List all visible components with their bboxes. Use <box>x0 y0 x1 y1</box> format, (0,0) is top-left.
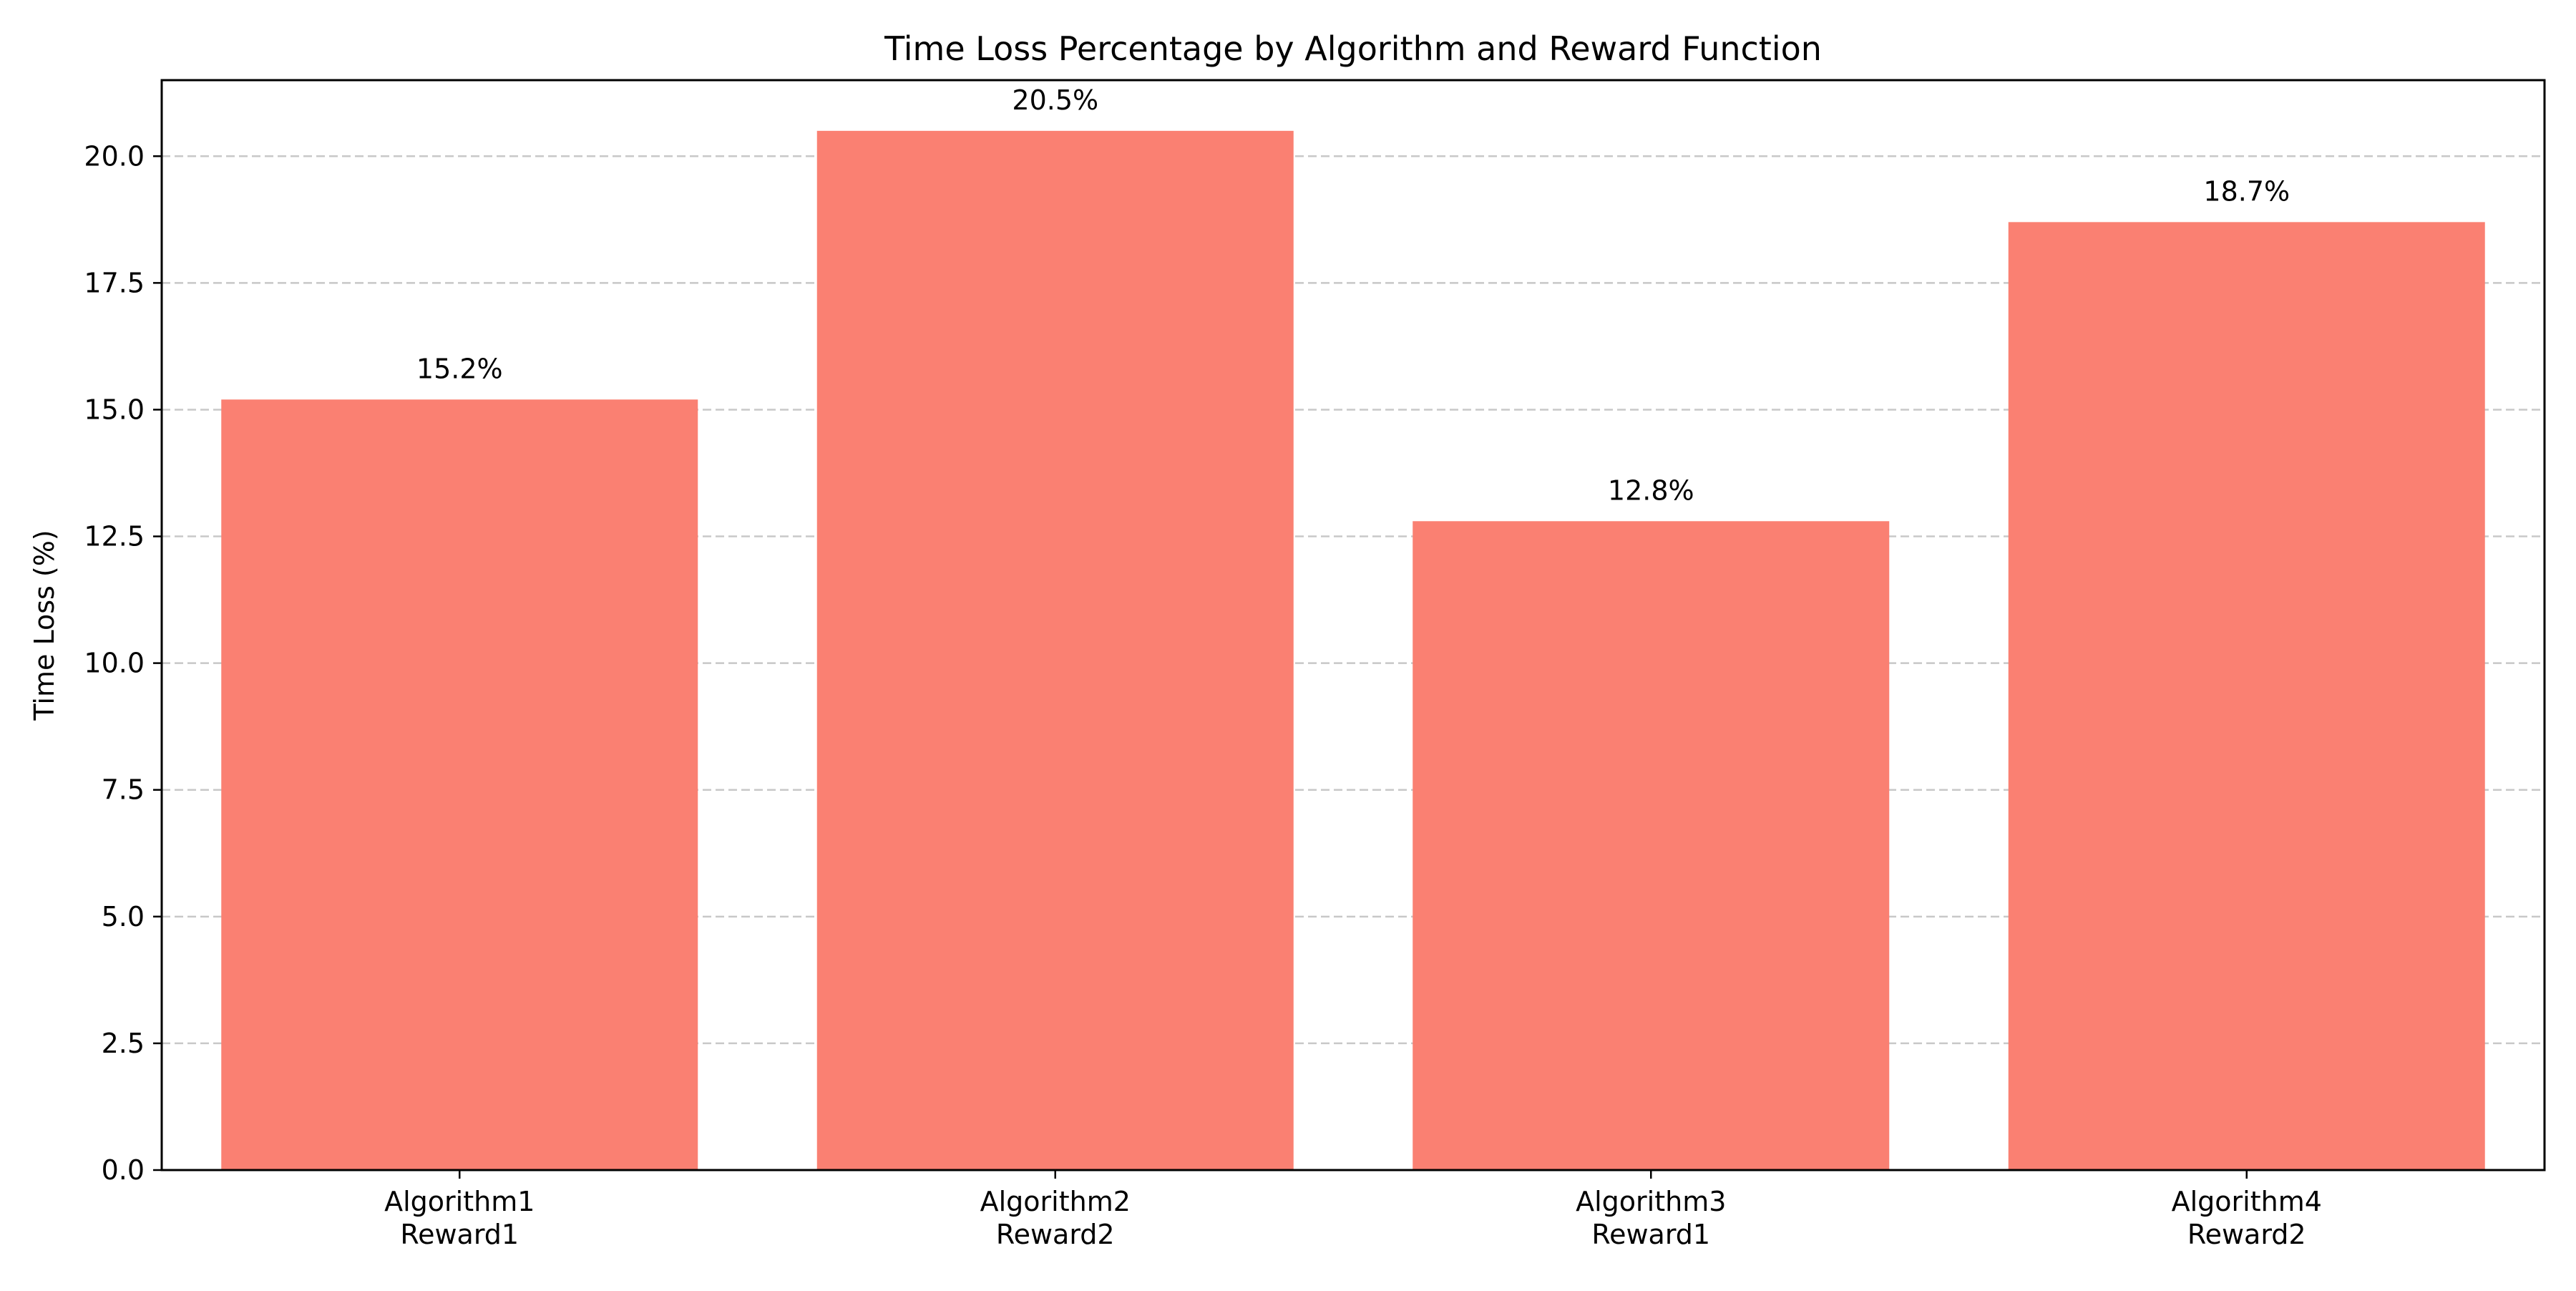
y-axis-ticks: 0.0 2.5 5.0 7.5 10.0 12.5 15.0 17.5 20.0 <box>84 140 162 1186</box>
bar-value-label: 20.5% <box>1012 84 1098 116</box>
x-axis-ticks: Algorithm1Reward1Algorithm2Reward2Algori… <box>384 1170 2322 1250</box>
y-tick-label: 10.0 <box>84 648 145 679</box>
bar <box>816 130 1294 1171</box>
y-axis-label: Time Loss (%) <box>29 530 60 721</box>
plot-frame <box>160 79 2546 1171</box>
bars <box>221 130 2485 1171</box>
bar <box>1413 521 1890 1170</box>
chart-title: Time Loss Percentage by Algorithm and Re… <box>884 29 1822 68</box>
y-tick-label: 20.0 <box>84 140 145 172</box>
y-tick-label: 7.5 <box>102 774 145 806</box>
x-tick-label: Algorithm1 <box>384 1186 535 1217</box>
x-tick-label: Reward1 <box>1591 1219 1710 1250</box>
data-labels: 15.2% 20.5% 12.8% 18.7% <box>416 84 2290 506</box>
x-tick-label: Reward1 <box>400 1219 519 1250</box>
x-tick-label: Algorithm3 <box>1576 1186 1726 1217</box>
x-tick-label: Reward2 <box>996 1219 1115 1250</box>
x-tick-label: Reward2 <box>2187 1219 2306 1250</box>
bar-value-label: 15.2% <box>416 353 503 384</box>
y-tick-label: 15.0 <box>84 394 145 425</box>
bar <box>2008 222 2485 1170</box>
bar-value-label: 12.8% <box>1608 474 1694 506</box>
bar-value-label: 18.7% <box>2203 175 2290 207</box>
y-tick-label: 2.5 <box>102 1028 145 1059</box>
y-tick-label: 0.0 <box>102 1154 145 1186</box>
bar <box>221 399 698 1170</box>
x-tick-label: Algorithm4 <box>2172 1186 2322 1217</box>
y-tick-label: 17.5 <box>84 267 145 298</box>
y-tick-label: 5.0 <box>102 901 145 932</box>
x-tick-label: Algorithm2 <box>980 1186 1131 1217</box>
y-tick-label: 12.5 <box>84 521 145 552</box>
